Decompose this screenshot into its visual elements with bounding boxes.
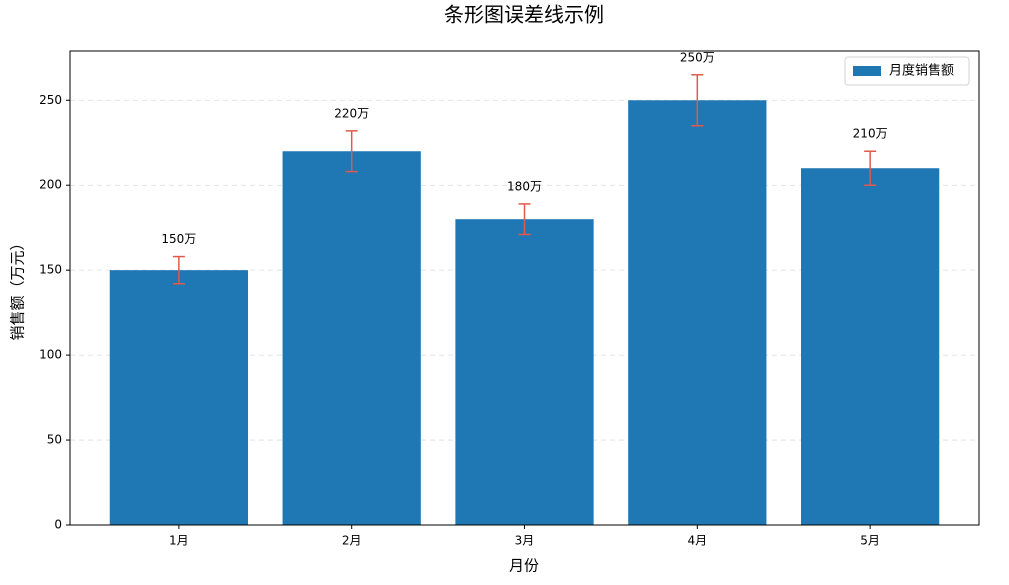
y-tick-label: 150: [39, 263, 62, 277]
error-bar: [691, 74, 704, 127]
value-label: 250万: [680, 50, 715, 64]
bar: [628, 100, 767, 526]
x-tick-label: 2月: [342, 534, 362, 548]
chart-title: 条形图误差线示例: [444, 3, 604, 27]
legend-label: 月度销售额: [889, 63, 954, 79]
legend-swatch: [853, 66, 881, 76]
value-label: 150万: [161, 232, 196, 246]
y-tick-label: 200: [39, 178, 62, 192]
x-tick-label: 5月: [860, 534, 880, 548]
bar: [109, 270, 248, 525]
y-tick-label: 0: [54, 518, 62, 532]
error-bar: [345, 130, 358, 173]
y-tick-label: 100: [39, 348, 62, 362]
y-axis-label: 销售额（万元）: [9, 235, 27, 340]
x-tick-label: 4月: [687, 534, 707, 548]
error-bar: [518, 203, 531, 236]
bar: [282, 151, 421, 525]
error-bar: [864, 150, 877, 186]
bar: [801, 168, 940, 525]
y-tick-label: 50: [47, 433, 62, 447]
value-label: 180万: [507, 179, 542, 193]
value-label: 210万: [853, 127, 888, 141]
x-axis-label: 月份: [509, 557, 539, 575]
legend-box: [844, 56, 970, 86]
x-tick-label: 1月: [169, 534, 189, 548]
y-tick-label: 250: [39, 93, 62, 107]
error-bar: [172, 255, 185, 285]
value-label: 220万: [334, 106, 369, 120]
x-tick-label: 3月: [515, 534, 535, 548]
bar: [455, 219, 594, 525]
plot-frame: [69, 50, 980, 526]
